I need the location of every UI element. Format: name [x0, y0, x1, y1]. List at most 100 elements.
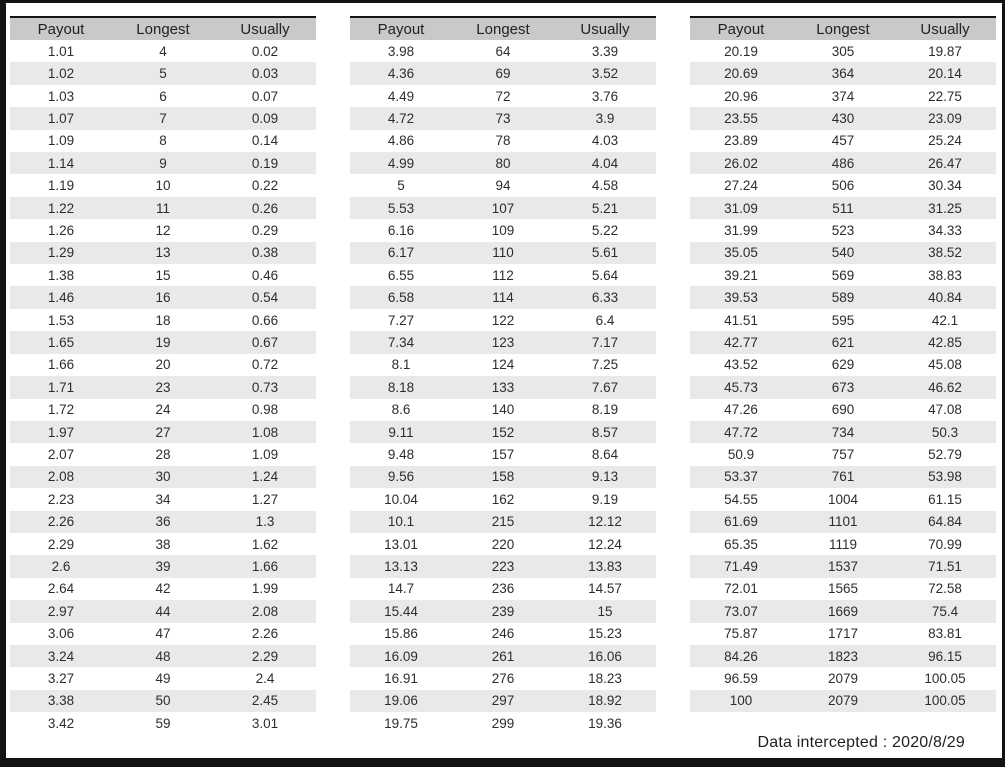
cell-longest: 24 [155, 402, 171, 418]
cell-usually: 19.87 [928, 43, 962, 59]
table-row: 65.35 1119 70.99 [690, 533, 996, 555]
cell-longest: 80 [495, 155, 511, 171]
table-body: 3.98 64 3.39 4.36 69 3.52 4.49 72 3.76 4.72 73 3.9 4… [350, 40, 656, 735]
table-row: 6.16 109 5.22 [350, 219, 656, 241]
cell-payout: 8.18 [387, 379, 415, 395]
cell-longest: 158 [491, 469, 515, 485]
table-row: 2.07 28 1.09 [10, 443, 316, 465]
table-row: 3.98 64 3.39 [350, 40, 656, 62]
table-row: 54.55 1004 61.15 [690, 488, 996, 510]
cell-usually: 42.85 [928, 334, 962, 350]
cell-longest: 94 [495, 178, 511, 194]
table-row: 1.53 18 0.66 [10, 309, 316, 331]
cell-payout: 5.53 [387, 200, 415, 216]
cell-payout: 31.99 [724, 222, 758, 238]
cell-longest: 110 [492, 245, 514, 261]
cell-usually: 15.23 [588, 626, 622, 642]
cell-longest: 1669 [827, 603, 859, 619]
table-row: 20.69 364 20.14 [690, 62, 996, 85]
cell-longest: 152 [491, 424, 515, 440]
cell-longest: 122 [491, 312, 515, 328]
cell-longest: 73 [495, 110, 511, 126]
cell-usually: 20.14 [928, 66, 962, 82]
cell-longest: 673 [831, 379, 855, 395]
cell-payout: 6.55 [387, 267, 415, 283]
cell-usually: 0.98 [251, 402, 279, 418]
cell-usually: 100.05 [924, 693, 966, 709]
table-row: 9.11 152 8.57 [350, 420, 656, 444]
table-row: 41.51 595 42.1 [690, 309, 996, 331]
cell-usually: 2.26 [251, 626, 279, 642]
cell-usually: 8.19 [591, 402, 619, 418]
cell-payout: 2.08 [47, 469, 75, 485]
cell-usually: 12.12 [588, 514, 622, 530]
cell-payout: 10.04 [384, 491, 418, 507]
cell-longest: 486 [831, 155, 855, 171]
cell-usually: 75.4 [931, 603, 959, 619]
table-row: 100 2079 100.05 [690, 689, 996, 713]
cell-payout: 3.06 [47, 626, 75, 642]
table-row: 2.29 38 1.62 [10, 533, 316, 555]
cell-longest: 72 [495, 88, 511, 104]
cell-usually: 2.45 [251, 693, 279, 709]
cell-longest: 215 [491, 514, 515, 530]
cell-longest: 540 [831, 245, 855, 261]
cell-usually: 34.33 [928, 222, 962, 238]
cell-payout: 4.49 [387, 88, 415, 104]
cell-payout: 27.24 [724, 178, 758, 194]
cell-payout: 16.09 [384, 648, 418, 664]
cell-payout: 9.11 [388, 424, 414, 440]
table-row: 31.09 511 31.25 [690, 196, 996, 220]
cell-longest: 297 [491, 693, 515, 709]
cell-longest: 364 [831, 66, 855, 82]
cell-payout: 1.02 [47, 66, 75, 82]
cell-usually: 9.19 [591, 491, 619, 507]
cell-payout: 47.26 [724, 402, 758, 418]
cell-usually: 0.22 [251, 178, 279, 194]
cell-payout: 23.89 [724, 133, 758, 149]
cell-longest: 124 [491, 357, 515, 373]
data-intercepted-caption: Data intercepted : 2020/8/29 [757, 734, 965, 751]
cell-usually: 0.03 [251, 66, 279, 82]
cell-usually: 71.51 [928, 559, 962, 575]
cell-payout: 23.55 [724, 110, 758, 126]
cell-payout: 3.24 [47, 648, 75, 664]
cell-usually: 8.57 [591, 424, 619, 440]
table-row: 2.64 42 1.99 [10, 578, 316, 600]
cell-payout: 2.23 [47, 491, 75, 507]
cell-usually: 45.08 [928, 357, 962, 373]
cell-usually: 1.99 [251, 581, 279, 597]
cell-usually: 12.24 [588, 536, 622, 552]
cell-longest: 64 [495, 43, 511, 59]
page: Payout Longest Usually 1.01 4 0.02 1.02 5 0.0… [6, 3, 1002, 758]
cell-payout: 2.64 [47, 581, 75, 597]
cell-longest: 4 [159, 43, 167, 59]
cell-usually: 3.9 [595, 110, 615, 126]
cell-payout: 1.01 [47, 43, 75, 59]
column-header-payout: Payout [377, 20, 425, 38]
cell-payout: 4.36 [387, 66, 415, 82]
cell-usually: 0.38 [251, 245, 279, 261]
table-row: 43.52 629 45.08 [690, 354, 996, 376]
cell-usually: 1.62 [251, 536, 279, 552]
cell-longest: 690 [831, 402, 855, 418]
table-body: 20.19 305 19.87 20.69 364 20.14 20.96 374 22.75 2… [690, 40, 996, 713]
column-header-longest: Longest [136, 20, 190, 38]
table-row: 4.99 80 4.04 [350, 152, 656, 175]
cell-longest: 299 [491, 715, 515, 731]
table-row: 23.55 430 23.09 [690, 107, 996, 130]
cell-usually: 42.1 [931, 312, 959, 328]
table-row: 27.24 506 30.34 [690, 174, 996, 196]
table-row: 35.05 540 38.52 [690, 241, 996, 265]
cell-usually: 64.84 [928, 514, 962, 530]
cell-longest: 42 [155, 581, 171, 597]
cell-longest: 48 [155, 648, 171, 664]
cell-usually: 1.09 [251, 447, 279, 463]
table-row: 7.34 123 7.17 [350, 331, 656, 354]
cell-longest: 15 [155, 267, 171, 283]
cell-usually: 46.62 [928, 379, 962, 395]
cell-usually: 0.54 [251, 290, 279, 306]
cell-usually: 26.47 [928, 155, 962, 171]
cell-usually: 1.3 [255, 514, 275, 530]
cell-payout: 3.27 [47, 671, 75, 687]
